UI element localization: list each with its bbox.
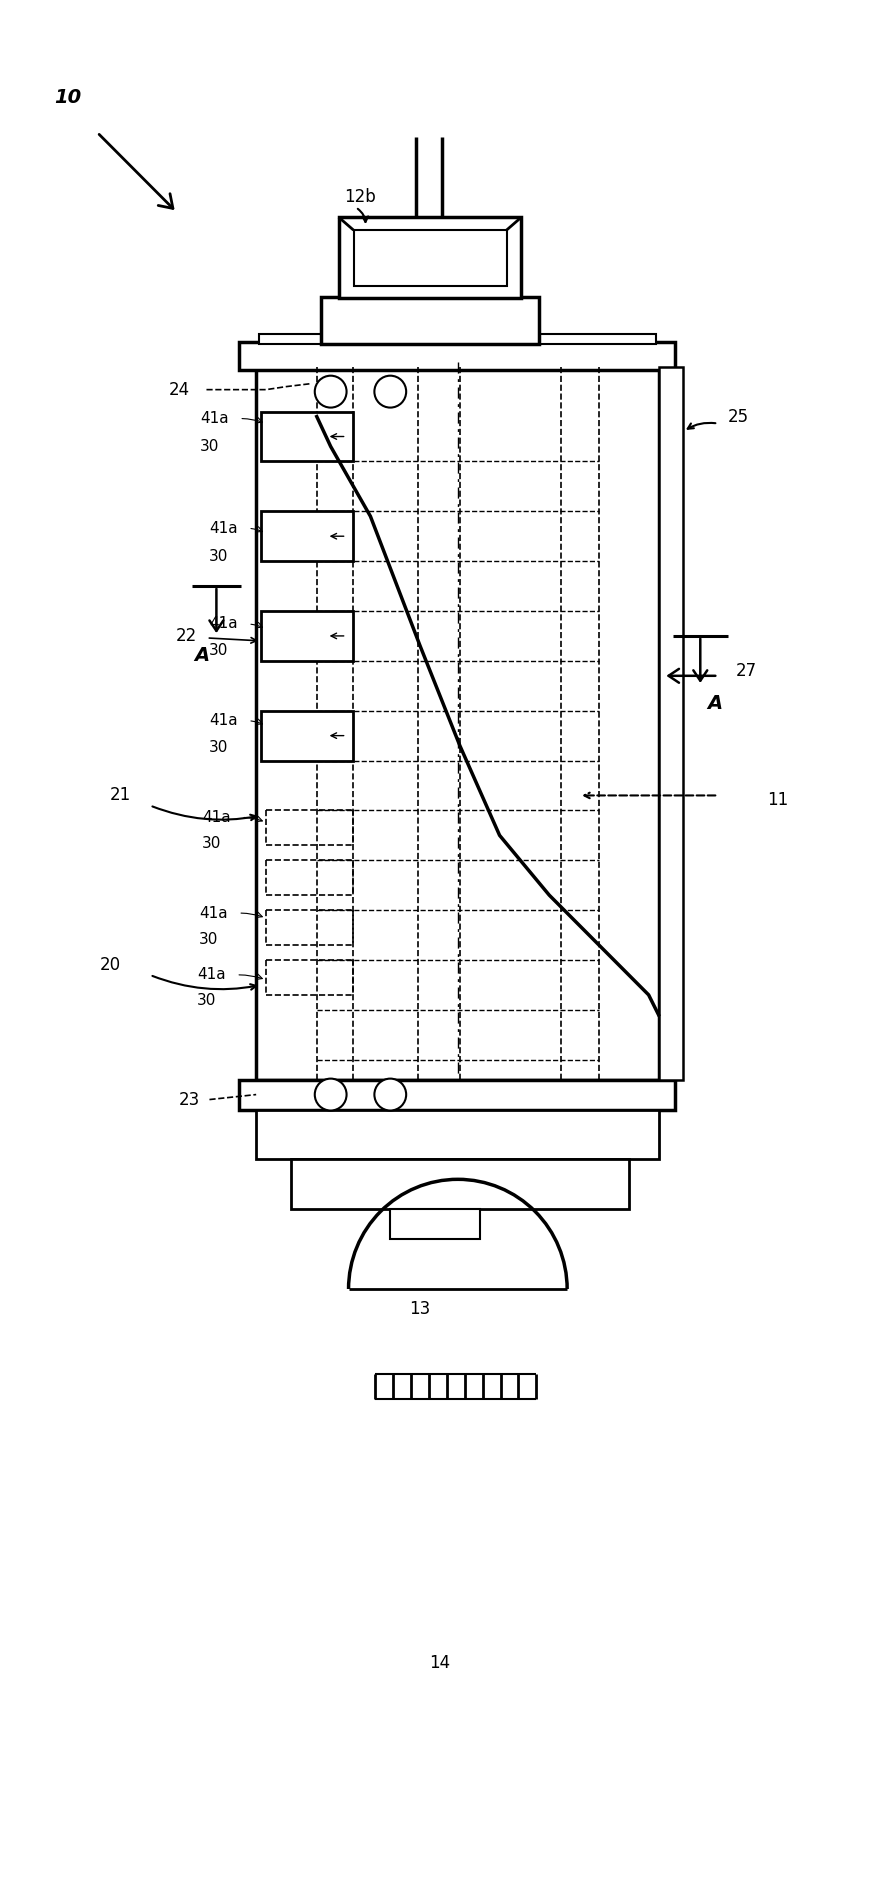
Bar: [239, 341, 675, 370]
Bar: [321, 298, 540, 343]
Bar: [261, 411, 353, 461]
Text: 21: 21: [109, 787, 130, 804]
Text: A: A: [707, 694, 723, 713]
Text: 41a: 41a: [200, 411, 229, 427]
Text: 30: 30: [202, 836, 221, 851]
Text: 30: 30: [196, 994, 216, 1009]
Bar: [261, 611, 353, 662]
Text: 23: 23: [179, 1090, 200, 1109]
Text: 41a: 41a: [199, 906, 228, 921]
Bar: [659, 366, 683, 1079]
Bar: [256, 1109, 659, 1158]
Text: 41a: 41a: [202, 810, 230, 825]
Circle shape: [315, 1079, 347, 1111]
Circle shape: [375, 1079, 406, 1111]
Text: 41a: 41a: [209, 713, 237, 728]
Bar: [291, 1158, 629, 1210]
Text: 30: 30: [200, 440, 219, 453]
Bar: [390, 1210, 480, 1240]
Text: 11: 11: [767, 791, 788, 810]
Text: 41a: 41a: [209, 521, 237, 537]
Text: 22: 22: [176, 628, 197, 645]
Text: A: A: [194, 647, 209, 665]
Bar: [239, 1079, 675, 1109]
Bar: [354, 229, 507, 286]
Text: 41a: 41a: [209, 616, 237, 631]
Text: 10: 10: [54, 87, 81, 106]
Text: 30: 30: [209, 739, 228, 755]
Text: 30: 30: [209, 643, 228, 658]
Text: 14: 14: [429, 1653, 450, 1672]
Text: 41a: 41a: [197, 967, 226, 982]
Text: 30: 30: [199, 931, 218, 946]
Text: 25: 25: [727, 408, 748, 425]
Bar: [339, 218, 521, 298]
Bar: [259, 334, 655, 343]
Text: 30: 30: [209, 548, 228, 563]
Text: 24: 24: [169, 381, 190, 398]
Text: 27: 27: [735, 662, 757, 681]
Text: 13: 13: [409, 1301, 431, 1318]
Circle shape: [375, 375, 406, 408]
Text: 20: 20: [100, 956, 121, 975]
Bar: [261, 711, 353, 760]
Bar: [256, 366, 659, 1079]
Circle shape: [315, 375, 347, 408]
Text: 12b: 12b: [345, 188, 376, 207]
Bar: [261, 512, 353, 561]
